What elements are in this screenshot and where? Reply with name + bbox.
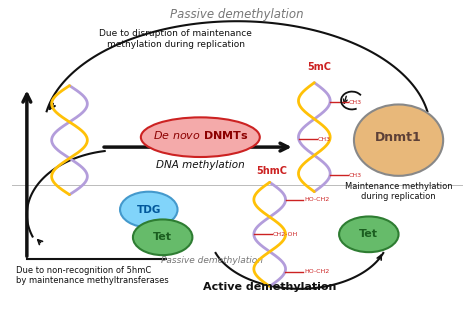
Text: Active demethylation: Active demethylation <box>203 282 337 292</box>
Text: 5hmC: 5hmC <box>256 166 287 176</box>
Text: CH2-OH: CH2-OH <box>273 232 298 237</box>
Text: CH3: CH3 <box>318 137 331 142</box>
Text: Dnmt1: Dnmt1 <box>375 131 422 144</box>
Ellipse shape <box>120 192 178 227</box>
Text: Due to non-recognition of 5hmC
by maintenance methyltransferases: Due to non-recognition of 5hmC by mainte… <box>16 266 169 285</box>
Text: Tet: Tet <box>359 229 378 239</box>
Text: Passive demethylation: Passive demethylation <box>161 256 263 265</box>
Text: Tet: Tet <box>153 232 172 242</box>
Text: DNA methylation: DNA methylation <box>156 160 245 170</box>
Text: HO-CH2: HO-CH2 <box>304 198 329 203</box>
Ellipse shape <box>354 105 443 176</box>
Text: CH3: CH3 <box>349 100 362 105</box>
Text: 5mC: 5mC <box>307 62 331 72</box>
Text: Maintenance methylation
during replication: Maintenance methylation during replicati… <box>345 182 452 201</box>
Text: HO-CH2: HO-CH2 <box>304 269 329 274</box>
Text: Due to disruption of maintenance
methylation during replication: Due to disruption of maintenance methyla… <box>99 29 252 49</box>
Ellipse shape <box>141 117 260 157</box>
Ellipse shape <box>133 220 192 255</box>
Text: $\it{De\ novo}$ DNMTs: $\it{De\ novo}$ DNMTs <box>153 129 248 141</box>
Text: CH3: CH3 <box>349 173 362 178</box>
Text: TDG: TDG <box>137 204 161 215</box>
Text: Passive demethylation: Passive demethylation <box>170 8 304 21</box>
Ellipse shape <box>339 216 399 252</box>
